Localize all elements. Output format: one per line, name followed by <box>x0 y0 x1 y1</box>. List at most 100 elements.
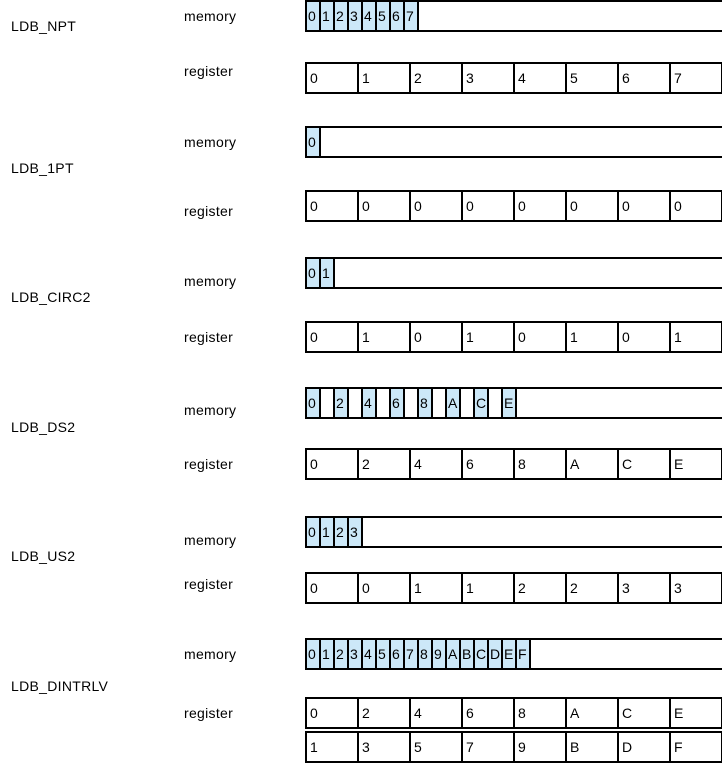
register-cell: E <box>671 450 722 478</box>
mode-label-ldb-dintrlv: LDB_DINTRLV <box>11 678 109 694</box>
register-cell: 6 <box>619 64 671 92</box>
register-row-even: 0 2 4 6 8 A C E <box>305 697 722 729</box>
memory-cell: 7 <box>405 640 419 668</box>
register-cell: C <box>619 450 671 478</box>
memory-cell: 1 <box>321 2 335 30</box>
memory-cell: 6 <box>391 640 405 668</box>
memory-bar: 0 1 2 3 4 5 6 7 <box>305 0 722 32</box>
register-cell: 2 <box>411 64 463 92</box>
mode-label-ldb-circ2: LDB_CIRC2 <box>11 289 91 305</box>
memory-cell: 8 <box>419 389 433 417</box>
register-label: register <box>184 63 234 79</box>
memory-cell: 5 <box>377 2 391 30</box>
memory-cell: 0 <box>307 128 321 156</box>
memory-cells: 0 1 2 3 4 5 6 7 8 9 A B C D E F <box>307 640 531 668</box>
register-cell: 1 <box>307 733 359 761</box>
register-cell: 0 <box>307 64 359 92</box>
memory-cell: A <box>447 389 461 417</box>
memory-cell: 8 <box>419 640 433 668</box>
register-cell: 0 <box>619 192 671 220</box>
register-row-odd: 1 3 5 7 9 B D F <box>305 731 722 763</box>
memory-cell: 3 <box>349 640 363 668</box>
register-cell: 2 <box>359 450 411 478</box>
memory-cell: 9 <box>433 640 447 668</box>
register-cell: 0 <box>359 192 411 220</box>
register-cell: D <box>619 733 671 761</box>
mode-label-ldb-1pt: LDB_1PT <box>11 160 74 176</box>
register-cell: 5 <box>411 733 463 761</box>
memory-cell: 6 <box>391 2 405 30</box>
memory-cell: 0 <box>307 2 321 30</box>
memory-cell: 0 <box>307 259 321 287</box>
register-cell: F <box>671 733 722 761</box>
register-cell: 7 <box>463 733 515 761</box>
register-label: register <box>184 705 234 721</box>
register-label: register <box>184 456 234 472</box>
register-cell: E <box>671 699 722 727</box>
register-cell: 6 <box>463 450 515 478</box>
register-row: 0 0 0 0 0 0 0 0 <box>305 190 722 222</box>
memory-cell: 2 <box>335 518 349 546</box>
memory-cell-skipped <box>321 389 335 417</box>
register-cell: 0 <box>307 699 359 727</box>
memory-label: memory <box>184 134 237 150</box>
register-label: register <box>184 203 234 219</box>
register-cell: 0 <box>671 192 722 220</box>
memory-cell-skipped <box>349 389 363 417</box>
memory-cells: 0 2 4 6 8 A C E <box>307 389 517 417</box>
register-cell: 1 <box>463 574 515 602</box>
register-cell: 2 <box>567 574 619 602</box>
memory-label: memory <box>184 532 237 548</box>
register-row: 0 0 1 1 2 2 3 3 <box>305 572 722 604</box>
register-cell: 6 <box>463 699 515 727</box>
memory-bar: 0 1 <box>305 257 722 289</box>
memory-cell-skipped <box>433 389 447 417</box>
register-cell: B <box>567 733 619 761</box>
memory-label: memory <box>184 273 237 289</box>
memory-cell-skipped <box>405 389 419 417</box>
mode-label-ldb-ds2: LDB_DS2 <box>11 419 76 435</box>
memory-label: memory <box>184 646 237 662</box>
memory-bar: 0 <box>305 126 722 158</box>
register-cell: 0 <box>463 192 515 220</box>
register-cell: 1 <box>671 323 722 351</box>
memory-cell: 2 <box>335 640 349 668</box>
register-cell: 3 <box>359 733 411 761</box>
memory-cell: 1 <box>321 259 335 287</box>
register-row: 0 1 2 3 4 5 6 7 <box>305 62 722 94</box>
register-cell: 0 <box>619 323 671 351</box>
memory-label: memory <box>184 8 237 24</box>
register-cell: 0 <box>515 192 567 220</box>
memory-cell: 4 <box>363 2 377 30</box>
memory-cell: 0 <box>307 640 321 668</box>
register-cell: 2 <box>515 574 567 602</box>
register-cell: 0 <box>411 323 463 351</box>
memory-cell: 2 <box>335 389 349 417</box>
memory-cells: 0 1 2 3 4 5 6 7 <box>307 2 419 30</box>
memory-cell: 0 <box>307 389 321 417</box>
memory-cell: F <box>517 640 531 668</box>
register-cell: 1 <box>463 323 515 351</box>
memory-cells: 0 1 <box>307 259 335 287</box>
register-cell: C <box>619 699 671 727</box>
memory-cell: 5 <box>377 640 391 668</box>
register-cell: 0 <box>307 450 359 478</box>
memory-cell: D <box>489 640 503 668</box>
memory-cell: 0 <box>307 518 321 546</box>
memory-cell: 4 <box>363 640 377 668</box>
register-row: 0 2 4 6 8 A C E <box>305 448 722 480</box>
memory-cell: 3 <box>349 518 363 546</box>
memory-cell: 2 <box>335 2 349 30</box>
register-cell: 0 <box>307 192 359 220</box>
memory-cell: E <box>503 640 517 668</box>
memory-cell-skipped <box>377 389 391 417</box>
register-cell: 2 <box>359 699 411 727</box>
memory-cell: 7 <box>405 2 419 30</box>
register-cell: 5 <box>567 64 619 92</box>
memory-cell: C <box>475 640 489 668</box>
memory-cell-skipped <box>489 389 503 417</box>
register-cell: 4 <box>515 64 567 92</box>
register-cell: 1 <box>359 64 411 92</box>
register-cell: 3 <box>671 574 722 602</box>
register-cell: 0 <box>359 574 411 602</box>
